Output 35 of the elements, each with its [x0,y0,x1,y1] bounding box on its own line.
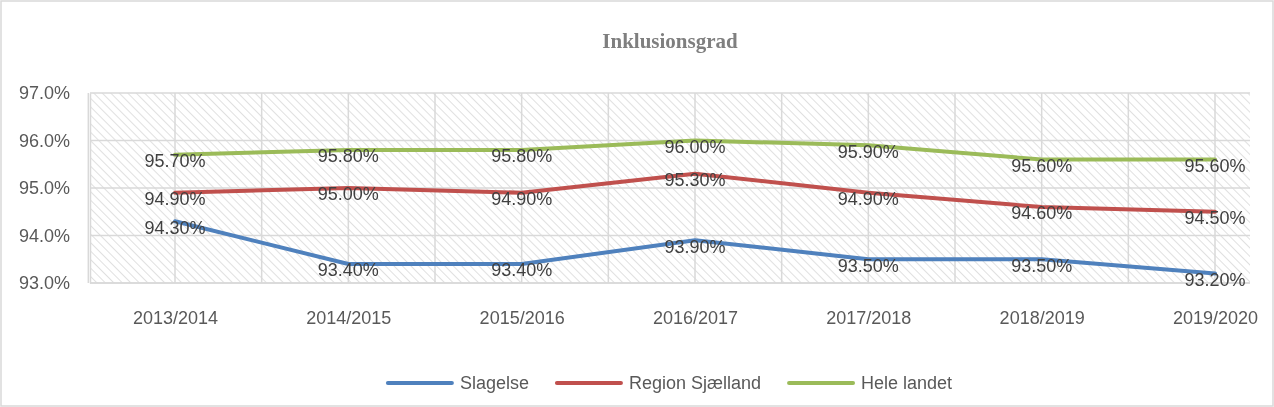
data-label: 94.60% [1011,203,1073,224]
chart-title: Inklusionsgrad [602,29,739,53]
data-label: 94.90% [491,189,553,210]
data-label: 93.40% [491,260,553,281]
data-label: 94.50% [1184,208,1246,229]
data-label: 95.00% [317,184,379,205]
y-tick-label: 96.0% [18,130,70,151]
data-label: 96.00% [664,136,726,157]
data-label: 95.60% [1011,155,1073,176]
y-tick-label: 93.0% [18,273,70,294]
x-tick-label: 2018/2019 [999,307,1085,328]
y-tick-label: 94.0% [18,225,70,246]
data-label: 93.20% [1184,269,1246,290]
x-tick-label: 2014/2015 [306,307,392,328]
data-label: 93.50% [1011,255,1073,276]
x-tick-label: 2019/2020 [1172,307,1259,328]
x-tick-label: 2015/2016 [479,307,565,328]
legend-label: Hele landet [861,373,953,394]
data-label: 95.80% [491,146,553,167]
data-label: 93.50% [837,255,899,276]
x-tick-label: 2013/2014 [132,307,219,328]
legend-label: Region Sjælland [628,373,762,394]
y-tick-label: 97.0% [18,83,70,104]
data-label: 93.40% [317,260,379,281]
data-label: 95.80% [317,146,379,167]
data-label: 95.70% [144,151,206,172]
y-tick-label: 95.0% [18,178,70,199]
data-label: 95.60% [1184,155,1246,176]
legend-label: Slagelse [459,373,529,394]
data-label: 94.30% [144,217,206,238]
data-label: 94.90% [144,189,206,210]
data-label: 95.90% [837,141,899,162]
x-tick-label: 2016/2017 [652,307,739,328]
data-label: 94.90% [837,189,899,210]
x-tick-label: 2017/2018 [826,307,912,328]
